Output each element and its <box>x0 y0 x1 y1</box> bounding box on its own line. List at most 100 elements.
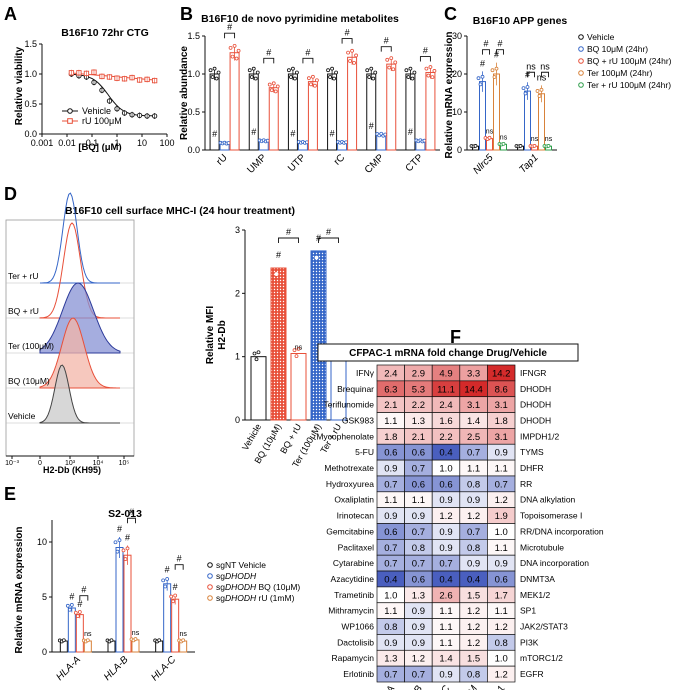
panel-d-histogram-4 <box>39 364 120 424</box>
panel-e-hash: # <box>125 533 130 543</box>
panel-b-UTP-point <box>309 82 313 87</box>
heatmap-row-drug: GSK983 <box>342 415 374 425</box>
panel-b-rC-point <box>332 76 336 81</box>
panel-e-hash: # <box>117 524 122 534</box>
panel-e-HLA-C-point <box>169 594 174 599</box>
heatmap-row-target: DHODH <box>520 400 551 410</box>
panel-c-ylabel: Relative mRNA expression <box>444 32 455 159</box>
panel-d-histogram-2 <box>39 282 121 354</box>
heatmap-cell-value: 1.3 <box>384 654 397 665</box>
heatmap-cell-value: 0.7 <box>384 479 397 490</box>
heatmap-column-label: HLA-C <box>428 683 453 690</box>
heatmap-cell-value: 0.9 <box>384 638 397 649</box>
panel-b-CMP-point <box>365 68 370 73</box>
legend-marker-vehicle <box>67 108 73 114</box>
heatmap-cell-value: 0.9 <box>495 559 508 570</box>
panel-e-HLA-A-point <box>69 603 74 607</box>
panel-b-bar-UTP-2 <box>307 81 318 151</box>
heatmap-row-target: DNA incorporation <box>520 558 589 568</box>
panel-b-hash: # <box>345 28 350 38</box>
panel-e-ylabel: Relative mRNA expression <box>14 527 25 654</box>
heatmap-row-target: TYMS <box>520 447 544 457</box>
panel-c-legend-marker <box>578 58 584 64</box>
heatmap-row-drug: WP1066 <box>341 622 374 632</box>
panel-d-histogram-1 <box>39 222 120 319</box>
panel-b-category-label: UMP <box>245 152 269 176</box>
heatmap-cell-value: 2.9 <box>412 368 425 379</box>
panel-b-bar-UMP-2 <box>268 87 279 151</box>
panel-e-HLA-B-point <box>125 546 130 551</box>
heatmap-cell-value: 0.8 <box>467 543 480 554</box>
panel-d-hash: # <box>286 227 291 237</box>
heatmap-cell-value: 1.8 <box>384 432 397 443</box>
panel-b-UTP-point <box>287 68 291 73</box>
panel-e-legend-marker <box>207 573 213 579</box>
panel-c-hash: ns <box>526 61 536 71</box>
panel-f-title: CFPAC-1 mRNA fold change Drug/Vehicle <box>349 348 547 359</box>
heatmap-title-box <box>317 343 579 362</box>
panel-d-hist-tick-label: 10⁻³ <box>5 460 19 467</box>
heatmap-cell-value: 1.5 <box>467 654 480 665</box>
panel-d-ns: ns <box>295 345 303 352</box>
heatmap-cell-value: 0.8 <box>384 622 397 633</box>
panel-b-bracket <box>341 38 353 44</box>
panel-c-legend-label: BQ + rU 100μM (24hr) <box>587 56 672 66</box>
panel-d-ytick-label: 1 <box>235 352 240 362</box>
panel-b-bracket <box>302 57 314 64</box>
panel-e-ytick-label: 10 <box>37 537 47 547</box>
panel-e-legend-label: sgDHODH <box>216 571 257 581</box>
heatmap-cell-value: 1.1 <box>495 464 508 475</box>
panel-c-Nlrc5-point <box>478 82 483 87</box>
panel-c-bracket <box>482 49 490 55</box>
panel-e-ytick-label: 0 <box>42 647 47 657</box>
heatmap-cell-value: 0.6 <box>384 448 397 459</box>
heatmap-cell-value: 1.0 <box>439 464 452 475</box>
panel-b-hash: # <box>408 127 413 137</box>
panel-e-bar <box>123 554 132 653</box>
heatmap-cell-value: 1.2 <box>495 670 508 681</box>
legend-marker-ru <box>67 118 73 124</box>
heatmap-row-drug: Teriflunomide <box>323 400 374 410</box>
heatmap-cell-value: 1.5 <box>467 590 480 601</box>
heatmap-row-target: DHODH <box>520 384 551 394</box>
heatmap-column-label: HLA-A <box>373 684 397 690</box>
panel-c-hash: ns <box>540 61 550 71</box>
heatmap-row-drug: Irinotecan <box>337 511 375 521</box>
panel-c-legend-marker <box>578 46 584 52</box>
panel-b-hash: # <box>423 46 428 56</box>
panel-b-category-label: UTP <box>286 152 308 174</box>
panel-b-hash: # <box>330 128 335 138</box>
heatmap-row-drug: Dactolisib <box>337 637 374 647</box>
heatmap-column-label: B2M <box>460 683 480 690</box>
panel-c-legend-marker <box>578 70 584 76</box>
panel-b-category-label: rC <box>332 152 347 167</box>
panel-e-HLA-B-point <box>123 557 128 561</box>
heatmap-cell-value: 1.7 <box>495 590 508 601</box>
panel-e-category-label: HLA-B <box>102 654 131 683</box>
panel-letter-c: C <box>444 4 457 24</box>
heatmap-cell-value: 1.0 <box>384 590 397 601</box>
heatmap-cell-value: 3.1 <box>467 400 480 411</box>
panel-b-rU-point <box>228 45 233 50</box>
heatmap-cell-value: 0.8 <box>467 479 480 490</box>
panel-e-ytick-label: 5 <box>42 592 47 602</box>
panel-b-bar-CMP-0 <box>366 73 377 151</box>
panel-d-ytick-label: 0 <box>235 415 240 425</box>
heatmap-cell-value: 0.6 <box>412 479 425 490</box>
panel-d-bar-3 <box>310 250 327 421</box>
panel-b-title: B16F10 de novo pyrimidine metabolites <box>201 13 399 25</box>
panel-a-xtick-label: 0.01 <box>58 138 76 148</box>
panel-e-title: S2-013 <box>108 508 142 520</box>
panel-b-category-label: CTP <box>404 152 426 174</box>
heatmap-row-target: DNMT3A <box>520 574 555 584</box>
panel-c-Tap1-point <box>535 89 540 93</box>
panel-b-hash: # <box>266 47 271 57</box>
panel-c-legend: Vehicle BQ 10μM (24hr) BQ + rU 100μM (24hr… <box>578 32 672 90</box>
panel-b-CTP-point <box>406 75 411 79</box>
panel-b-CTP-point <box>432 69 437 73</box>
panel-b-CTP-point <box>428 65 433 69</box>
panel-a-legend: Vehicle rU 100μM <box>62 106 122 126</box>
panel-e-HLA-C-point <box>181 638 186 643</box>
panel-c-hash: # <box>480 58 485 68</box>
panel-d-histogram-0 <box>40 192 120 284</box>
